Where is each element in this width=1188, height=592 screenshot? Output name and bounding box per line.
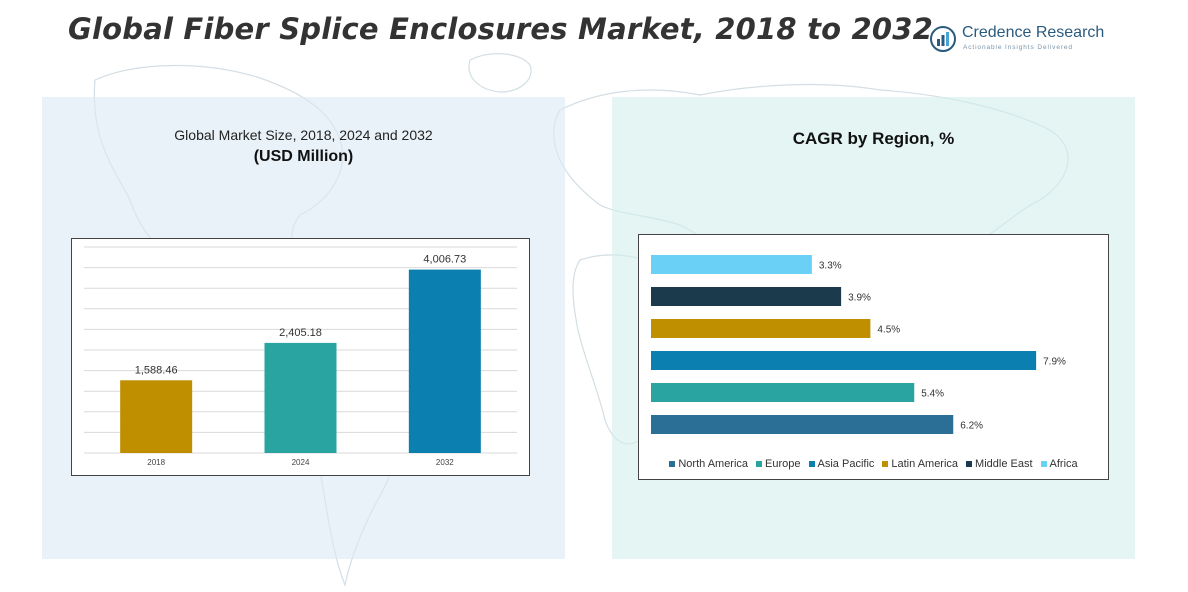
data-label-2024: 2,405.18 bbox=[279, 327, 322, 339]
bar-latin-america bbox=[651, 319, 871, 338]
data-label-middle-east: 3.9% bbox=[848, 293, 871, 304]
legend-swatch bbox=[756, 461, 763, 467]
legend-swatch bbox=[966, 461, 973, 467]
market-size-chart-svg: 1,588.46 2018 2,405.18 2024 4,006.73 2032 bbox=[84, 246, 517, 467]
data-label-asia-pacific: 7.9% bbox=[1043, 357, 1066, 368]
bar-chart-icon bbox=[930, 26, 956, 52]
legend-item-asia-pacific: Asia Pacific bbox=[808, 458, 875, 470]
legend-label: Asia Pacific bbox=[817, 458, 875, 470]
cagr-title: CAGR by Region, % bbox=[792, 129, 955, 148]
data-label-latin-america: 4.5% bbox=[877, 325, 900, 336]
bar-africa bbox=[651, 255, 812, 274]
legend-item-north-america: North America bbox=[669, 458, 748, 470]
brand-name: Credence Research bbox=[962, 24, 1105, 41]
data-label-africa: 3.3% bbox=[819, 261, 842, 272]
market-size-unit: (USD Million) bbox=[253, 148, 354, 165]
bar-middle-east bbox=[651, 287, 842, 306]
data-label-2032: 4,006.73 bbox=[423, 254, 466, 266]
legend-swatch bbox=[808, 461, 815, 467]
page-title: Global Fiber Splice Enclosures Market, 2… bbox=[68, 12, 934, 46]
legend-item-africa: Africa bbox=[1040, 458, 1078, 470]
legend-item-latin-america: Latin America bbox=[882, 458, 958, 470]
legend-label: Europe bbox=[765, 458, 801, 470]
legend-label: North America bbox=[678, 458, 749, 470]
cagr-legend: North America Europe Asia Pacific Latin Ame… bbox=[639, 458, 1108, 470]
x-tick-label-2032: 2032 bbox=[436, 458, 454, 467]
data-label-2018: 1,588.46 bbox=[135, 364, 178, 376]
legend-item-middle-east: Middle East bbox=[966, 458, 1033, 470]
bar-2018 bbox=[120, 380, 193, 453]
brand-tagline: Actionable Insights Delivered bbox=[963, 44, 1073, 51]
bar-2032 bbox=[408, 269, 481, 453]
legend-label: Africa bbox=[1049, 458, 1078, 470]
legend-swatch bbox=[669, 461, 676, 467]
cagr-chart-svg: 3.3% 3.9% 4.5% 7.9% 5.4% 6.2% bbox=[651, 255, 1066, 434]
bar-asia-pacific bbox=[651, 351, 1037, 370]
bar-europe bbox=[651, 383, 915, 402]
legend-swatch bbox=[882, 461, 889, 467]
bar-2024 bbox=[264, 342, 337, 453]
market-size-subtitle: Global Market Size, 2018, 2024 and 2032 bbox=[174, 127, 433, 143]
x-tick-label-2018: 2018 bbox=[147, 458, 165, 467]
legend-label: Latin America bbox=[891, 458, 959, 470]
cagr-chart: 3.3% 3.9% 4.5% 7.9% 5.4% 6.2% North America Eu… bbox=[638, 234, 1109, 480]
x-tick-label-2024: 2024 bbox=[292, 458, 310, 467]
legend-label: Middle East bbox=[975, 458, 1033, 470]
market-size-chart: 1,588.46 2018 2,405.18 2024 4,006.73 2032 bbox=[71, 238, 530, 476]
data-label-north-america: 6.2% bbox=[960, 421, 983, 432]
data-label-europe: 5.4% bbox=[921, 389, 944, 400]
bar-north-america bbox=[651, 415, 954, 434]
legend-item-europe: Europe bbox=[756, 458, 801, 470]
legend-swatch bbox=[1040, 461, 1047, 467]
